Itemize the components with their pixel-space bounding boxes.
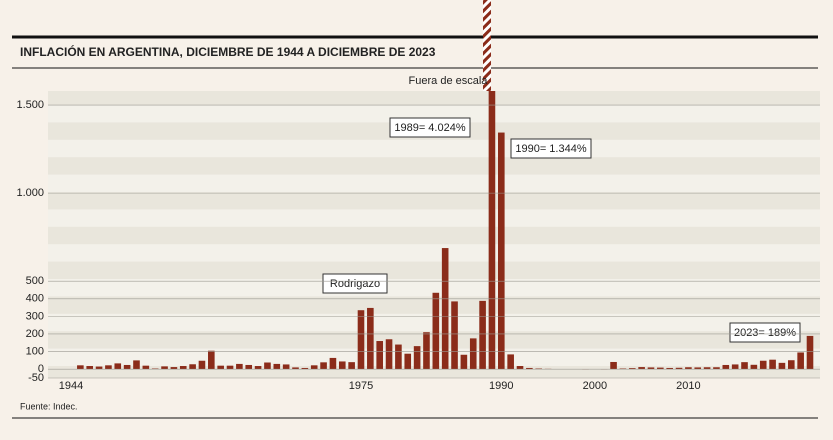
bar <box>96 367 103 370</box>
bar <box>404 354 411 369</box>
x-tick-label: 2000 <box>583 380 607 392</box>
bar <box>788 360 795 369</box>
bar <box>751 365 758 369</box>
bar <box>386 339 393 369</box>
bar <box>320 362 327 369</box>
bar <box>807 336 814 369</box>
bar <box>77 365 84 369</box>
bar <box>451 301 458 369</box>
annotation: Rodrigazo <box>330 278 380 290</box>
bar <box>376 341 383 369</box>
bar <box>367 308 374 369</box>
bar <box>760 361 767 369</box>
bar <box>330 358 337 369</box>
x-tick-label: 1975 <box>349 380 373 392</box>
bar <box>610 362 617 369</box>
y-tick-label: 500 <box>26 275 44 287</box>
x-tick-label: 1944 <box>59 380 83 392</box>
y-tick-label: 0 <box>38 363 44 375</box>
bar <box>199 361 206 369</box>
annotation: 2023= 189% <box>734 327 796 339</box>
bar <box>433 293 440 369</box>
bar <box>732 364 739 369</box>
bar <box>723 365 730 369</box>
bar <box>311 365 318 369</box>
bar <box>339 361 346 369</box>
bar <box>517 366 524 369</box>
bar <box>227 366 234 370</box>
bar <box>86 366 93 369</box>
bar <box>358 310 365 369</box>
bar <box>442 248 449 369</box>
bar <box>180 366 187 369</box>
bar <box>461 355 468 369</box>
bar <box>741 362 748 369</box>
annotation: Fuera de escala <box>409 75 489 87</box>
annotation: 1990= 1.344% <box>515 143 586 155</box>
y-tick-label: 200 <box>26 328 44 340</box>
bar <box>171 367 178 369</box>
bar <box>264 363 271 370</box>
bar <box>273 364 280 369</box>
bar <box>189 364 196 369</box>
bar <box>638 367 645 369</box>
bar <box>161 366 168 369</box>
y-tick-label: 400 <box>26 293 44 305</box>
bar <box>236 364 243 369</box>
bar <box>348 362 355 369</box>
bar <box>423 332 430 369</box>
bar <box>479 301 486 369</box>
bar <box>779 363 786 369</box>
y-tick-label: 100 <box>26 345 44 357</box>
x-tick-label: 2010 <box>676 380 700 392</box>
bar <box>507 354 514 369</box>
bar <box>255 366 262 369</box>
bar <box>124 365 131 369</box>
y-tick-label: 1.500 <box>16 99 44 111</box>
bar <box>114 363 121 369</box>
bar <box>245 365 252 369</box>
y-tick-label: 1.000 <box>16 187 44 199</box>
bar <box>143 366 150 370</box>
bar <box>769 360 776 370</box>
bar <box>414 346 421 369</box>
bar <box>217 366 224 370</box>
annotation: 1989= 4.024% <box>394 122 465 134</box>
bar <box>208 351 215 369</box>
bar <box>283 364 290 369</box>
bar <box>797 352 804 369</box>
bar <box>105 365 112 369</box>
chart-title: INFLACIÓN EN ARGENTINA, DICIEMBRE DE 194… <box>20 44 436 59</box>
x-tick-label: 1990 <box>489 380 513 392</box>
bar <box>395 345 402 370</box>
bar <box>133 360 140 369</box>
bar <box>470 338 477 369</box>
y-tick-label: 300 <box>26 310 44 322</box>
source: Fuente: Indec. <box>20 401 78 411</box>
